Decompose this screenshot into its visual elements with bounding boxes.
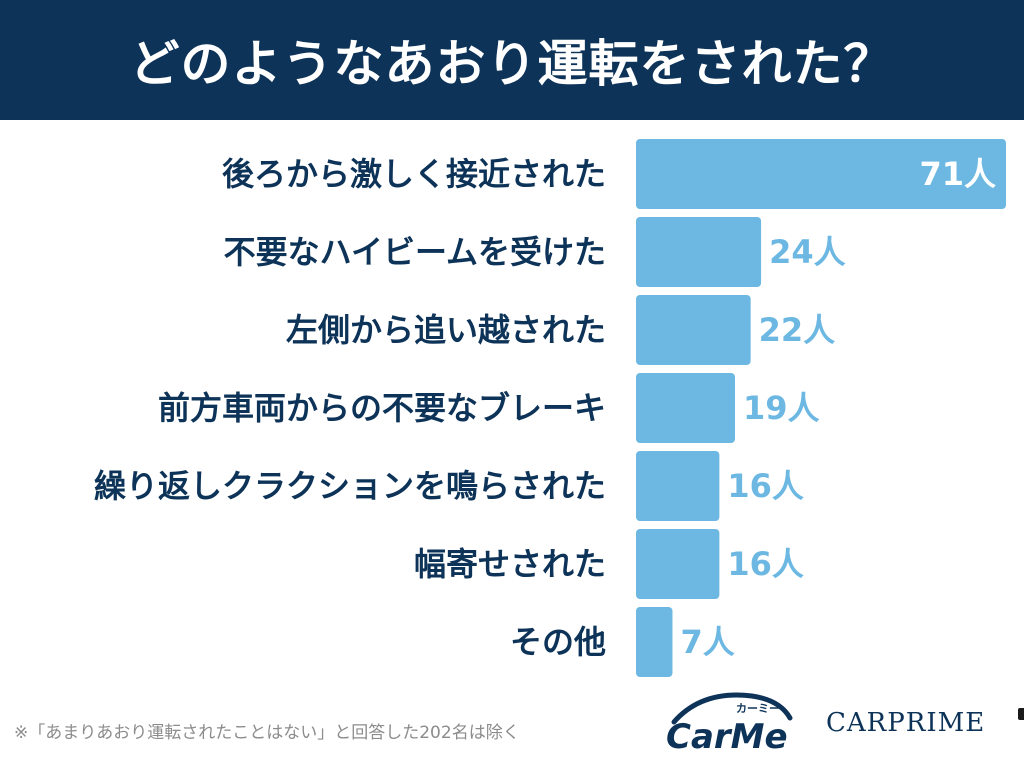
header-banner: どのようなあおり運転をされた？: [0, 0, 1024, 120]
value-label: 16人: [727, 545, 804, 583]
bar: [636, 295, 751, 365]
value-label: 71人: [919, 155, 996, 193]
category-label: 前方車両からの不要なブレーキ: [158, 389, 606, 427]
page-title: どのようなあおり運転をされた？: [129, 35, 895, 93]
carme-kana-text: カーミー: [736, 702, 780, 715]
bar: [636, 139, 1006, 209]
carprime-logo: CARPRIME: [826, 708, 986, 738]
bar: [636, 217, 762, 287]
carme-logo-text: CarMe: [666, 717, 788, 757]
category-label: 不要なハイビームを受けた: [224, 233, 606, 271]
footnote: ※「あまりあおり運転されたことはない」と回答した202名は除く: [14, 723, 520, 743]
value-label: 7人: [680, 623, 734, 661]
carme-logo: カーミー CarMe: [666, 692, 793, 757]
category-label: 幅寄せされた: [414, 545, 606, 583]
value-label: 24人: [769, 233, 846, 271]
bar: [636, 607, 673, 677]
value-label: 16人: [727, 467, 804, 505]
value-label: 19人: [743, 389, 820, 427]
category-label: 左側から追い越された: [286, 311, 606, 349]
edge-mark: [1018, 708, 1024, 720]
category-label: 後ろから激しく接近された: [222, 155, 606, 193]
category-label: その他: [510, 623, 606, 661]
bar: [636, 529, 720, 599]
carme-car-arc: [671, 692, 793, 725]
bar: [636, 373, 736, 443]
bar: [636, 451, 720, 521]
value-label: 22人: [759, 311, 836, 349]
category-label: 繰り返しクラクションを鳴らされた: [94, 467, 606, 505]
